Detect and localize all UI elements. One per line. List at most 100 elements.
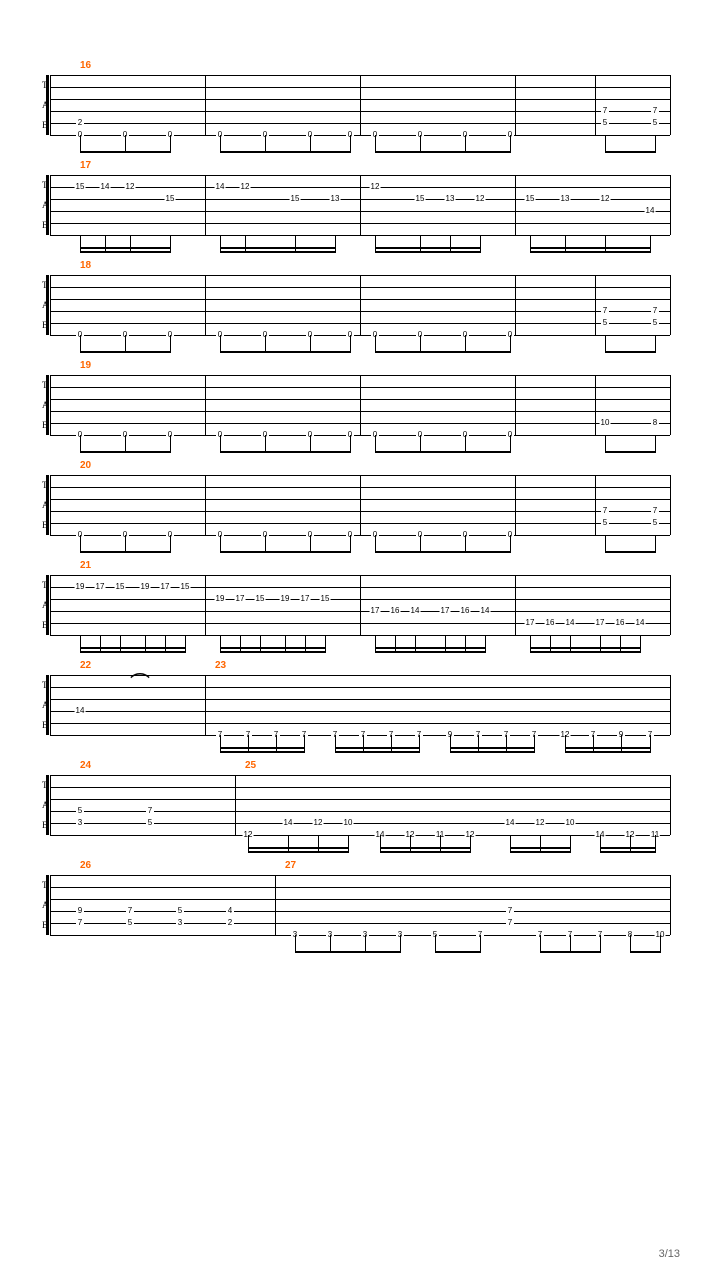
barline: [205, 475, 206, 535]
note-stem: [565, 735, 566, 753]
fret-number: 14: [215, 183, 226, 191]
note-stem: [630, 935, 631, 953]
barline: [50, 175, 51, 235]
beam: [375, 551, 510, 553]
note-stem: [248, 735, 249, 753]
note-stem: [510, 135, 511, 153]
note-stem: [185, 635, 186, 653]
measure-number: 18: [80, 260, 91, 271]
note-stem: [265, 335, 266, 353]
tab-staff: 2223TAB1477777777977712797⌒: [50, 675, 690, 735]
note-stem: [534, 735, 535, 753]
note-stem: [593, 735, 594, 753]
fret-number: 15: [415, 195, 426, 203]
barline: [670, 675, 671, 735]
fret-number: 13: [560, 195, 571, 203]
fret-number: 17: [440, 607, 451, 615]
beam: [600, 847, 655, 849]
barline: [515, 175, 516, 235]
note-stem: [660, 935, 661, 953]
fret-number: 16: [545, 619, 556, 627]
note-stem: [80, 135, 81, 153]
fret-number: 16: [390, 607, 401, 615]
note-stem: [318, 835, 319, 853]
note-stem: [80, 635, 81, 653]
barline: [670, 475, 671, 535]
staff-bracket: [46, 775, 49, 835]
fret-number: 15: [165, 195, 176, 203]
note-stem: [310, 435, 311, 453]
barline: [670, 575, 671, 635]
fret-number: 10: [565, 819, 576, 827]
note-stem: [375, 335, 376, 353]
beam: [450, 747, 534, 749]
note-stem: [248, 835, 249, 853]
beam: [380, 847, 470, 849]
fret-number: 14: [635, 619, 646, 627]
note-stem: [650, 735, 651, 753]
fret-number: 14: [283, 819, 294, 827]
beam: [530, 647, 640, 649]
barline: [205, 375, 206, 435]
note-stem: [265, 135, 266, 153]
tab-staff: 16TAB2000000000007575: [50, 75, 690, 135]
beam: [605, 451, 655, 453]
tab-staff: 2425TAB53751214121014121112141210141211: [50, 775, 690, 835]
beam: [530, 251, 650, 253]
note-stem: [348, 835, 349, 853]
barline: [595, 375, 596, 435]
beam: [605, 351, 655, 353]
note-stem: [630, 835, 631, 853]
measure-number: 19: [80, 360, 91, 371]
beam: [605, 151, 655, 153]
measure-number: 17: [80, 160, 91, 171]
note-stem: [570, 835, 571, 853]
note-stem: [80, 235, 81, 253]
beam: [435, 951, 480, 953]
fret-number: 7: [651, 107, 659, 115]
fret-number: 14: [505, 819, 516, 827]
note-stem: [350, 535, 351, 553]
staff-lines: [50, 875, 670, 935]
fret-number: 7: [506, 919, 514, 927]
note-stem: [100, 635, 101, 653]
beam: [335, 751, 419, 753]
tab-staff: 19TAB00000000000108: [50, 375, 690, 435]
fret-number: 16: [460, 607, 471, 615]
note-stem: [420, 535, 421, 553]
note-stem: [170, 235, 171, 253]
fret-number: 19: [75, 583, 86, 591]
fret-number: 5: [126, 919, 134, 927]
note-stem: [655, 535, 656, 553]
measure-number: 22: [80, 660, 91, 671]
note-stem: [80, 435, 81, 453]
fret-number: 7: [651, 307, 659, 315]
note-stem: [375, 235, 376, 253]
beam: [375, 647, 485, 649]
barline: [670, 275, 671, 335]
note-stem: [265, 435, 266, 453]
note-stem: [350, 335, 351, 353]
note-stem: [288, 835, 289, 853]
note-stem: [375, 135, 376, 153]
note-stem: [165, 635, 166, 653]
fret-number: 5: [651, 119, 659, 127]
tab-staff: 20TAB000000000007575: [50, 475, 690, 535]
note-stem: [220, 335, 221, 353]
fret-number: 17: [370, 607, 381, 615]
note-stem: [445, 635, 446, 653]
barline: [515, 275, 516, 335]
barline: [515, 475, 516, 535]
note-stem: [240, 635, 241, 653]
barline: [515, 75, 516, 135]
fret-number: 12: [370, 183, 381, 191]
note-stem: [600, 835, 601, 853]
beam: [220, 351, 350, 353]
note-stem: [105, 235, 106, 253]
fret-number: 5: [651, 319, 659, 327]
staff-bracket: [46, 75, 49, 135]
fret-number: 8: [651, 419, 659, 427]
note-stem: [640, 635, 641, 653]
tab-staff: 2627TAB9775534233335777777810: [50, 875, 690, 935]
measure-number: 26: [80, 860, 91, 871]
